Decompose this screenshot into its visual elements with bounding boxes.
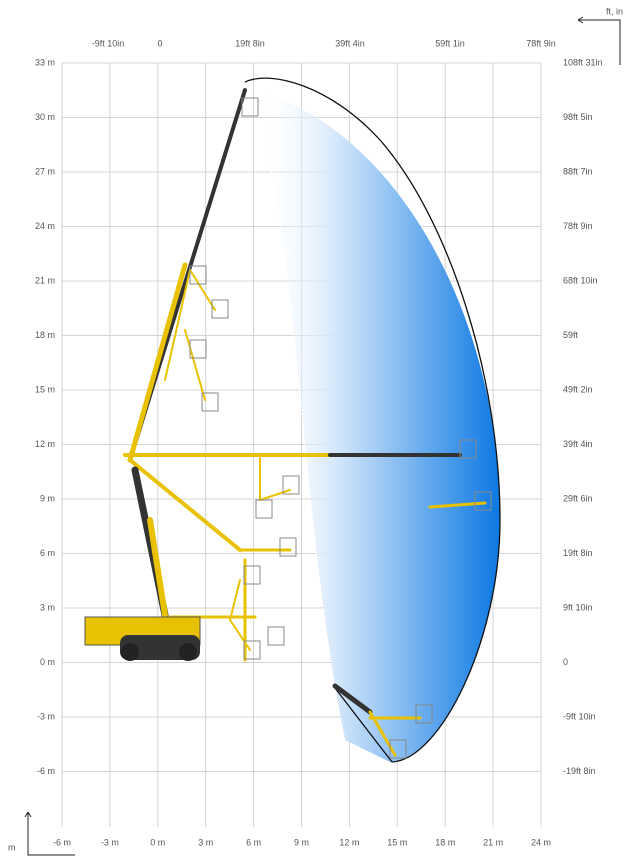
y-tick-label: 18 m [35,330,55,340]
x-tick-label: 21 m [483,837,503,847]
right-tick-label: 98ft 5in [563,112,593,122]
y-tick-label: -3 m [37,711,55,721]
metric-unit: m [8,842,16,852]
right-tick-label: -19ft 8in [563,766,596,776]
right-tick-label: 68ft 10in [563,275,598,285]
right-tick-label: 49ft 2in [563,384,593,394]
inner-envelope [254,104,346,741]
y-tick-label: 24 m [35,221,55,231]
top-tick-label: 19ft 8in [235,38,265,48]
top-tick-label: 39ft 4in [335,38,365,48]
reach-area [255,92,501,762]
right-tick-label: 0 [563,657,568,667]
x-tick-label: 0 m [150,837,165,847]
x-tick-label: 3 m [198,837,213,847]
right-tick-label: 39ft 4in [563,439,593,449]
x-tick-label: 18 m [435,837,455,847]
y-tick-label: -6 m [37,766,55,776]
right-tick-label: 88ft 7in [563,166,593,176]
y-tick-label: 0 m [40,657,55,667]
y-tick-label: 33 m [35,57,55,67]
x-tick-label: 15 m [387,837,407,847]
right-tick-label: 29ft 6in [563,493,593,503]
top-tick-label: 59ft 1in [435,38,465,48]
y-tick-label: 12 m [35,439,55,449]
machine [84,88,492,759]
envelope [244,77,501,763]
right-tick-label: 78ft 9in [563,221,593,231]
right-tick-label: 108ft 31in [563,57,603,67]
x-tick-label: 6 m [246,837,261,847]
unit-markers [24,16,621,856]
y-tick-label: 9 m [40,493,55,503]
top-tick-label: -9ft 10in [92,38,125,48]
x-tick-label: 12 m [339,837,359,847]
right-tick-label: 19ft 8in [563,548,593,558]
imperial-unit: ft, in [606,6,623,16]
top-tick-label: 0 [157,38,162,48]
x-tick-label: -3 m [101,837,119,847]
y-tick-label: 27 m [35,166,55,176]
right-tick-label: -9ft 10in [563,711,596,721]
right-tick-label: 9ft 10in [563,602,593,612]
y-tick-label: 15 m [35,384,55,394]
x-tick-label: 24 m [531,837,551,847]
x-tick-label: 9 m [294,837,309,847]
right-tick-label: 59ft [563,330,579,340]
y-tick-label: 3 m [40,602,55,612]
y-tick-label: 6 m [40,548,55,558]
y-tick-label: 21 m [35,275,55,285]
top-tick-label: 78ft 9in [526,38,556,48]
y-tick-label: 30 m [35,112,55,122]
x-tick-label: -6 m [53,837,71,847]
